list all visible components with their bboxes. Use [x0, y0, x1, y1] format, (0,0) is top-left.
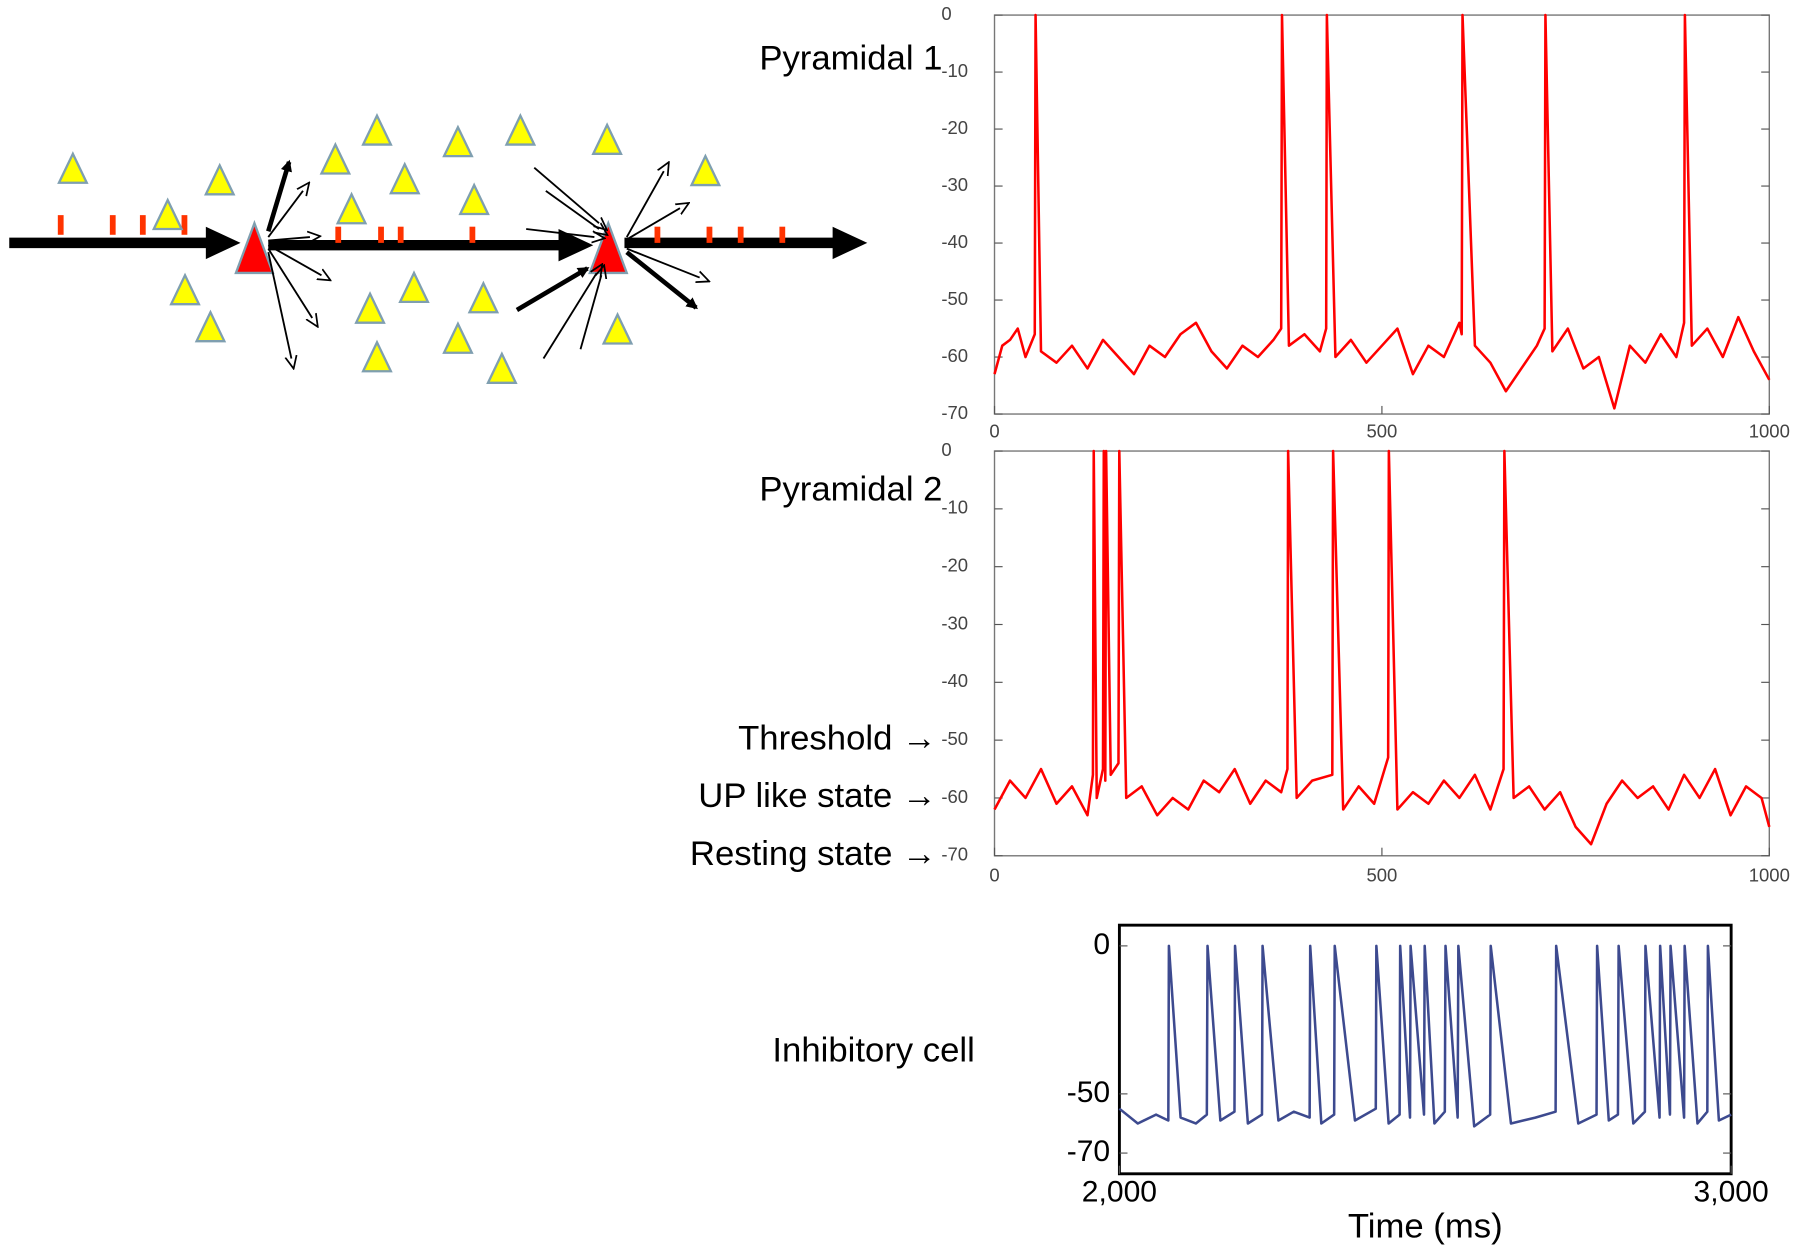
x-tick-label: 500 — [1366, 864, 1397, 885]
chart-title: Pyramidal 2 — [759, 471, 942, 509]
y-tick-label: -50 — [1067, 1076, 1110, 1109]
annotation: UP like state → — [698, 777, 936, 815]
network-diagram — [9, 113, 868, 384]
trace — [993, 13, 1771, 410]
y-tick-label: -40 — [941, 670, 968, 691]
y-tick-label: 0 — [1093, 928, 1110, 961]
y-tick-label: -60 — [941, 786, 968, 807]
x-tick-label: 0 — [989, 420, 999, 441]
x-tick-label: 1000 — [1749, 420, 1790, 441]
y-tick-label: -30 — [941, 174, 968, 195]
y-tick-label: 0 — [941, 3, 951, 24]
y-tick-label: 0 — [941, 439, 951, 460]
x-tick-label: 1000 — [1749, 864, 1790, 885]
y-tick-label: -10 — [941, 60, 968, 81]
annotation: Threshold → — [738, 719, 937, 757]
chart-title: Pyramidal 1 — [759, 39, 942, 77]
y-tick-label: -20 — [941, 555, 968, 576]
y-tick-label: -40 — [941, 231, 968, 252]
x-tick-label: 2,000 — [1082, 1175, 1157, 1208]
y-tick-label: -10 — [941, 497, 968, 518]
y-tick-label: -60 — [941, 345, 968, 366]
y-tick-label: -30 — [941, 612, 968, 633]
plot-frame — [993, 14, 1771, 415]
x-tick-label: 3,000 — [1694, 1175, 1769, 1208]
trace — [993, 449, 1771, 846]
y-tick-label: -20 — [941, 117, 968, 138]
x-tick-label: 500 — [1366, 420, 1397, 441]
plot-frame — [993, 450, 1771, 857]
y-tick-label: -50 — [941, 728, 968, 749]
trace — [1118, 944, 1732, 1128]
x-axis-label: Time (ms) — [1348, 1207, 1503, 1245]
y-tick-label: -70 — [941, 844, 968, 865]
chart-title: Inhibitory cell — [772, 1032, 974, 1070]
x-tick-label: 0 — [989, 864, 999, 885]
y-tick-label: -70 — [1067, 1135, 1110, 1168]
y-tick-label: -70 — [941, 402, 968, 423]
y-tick-label: -50 — [941, 288, 968, 309]
annotation: Resting state → — [690, 835, 937, 873]
